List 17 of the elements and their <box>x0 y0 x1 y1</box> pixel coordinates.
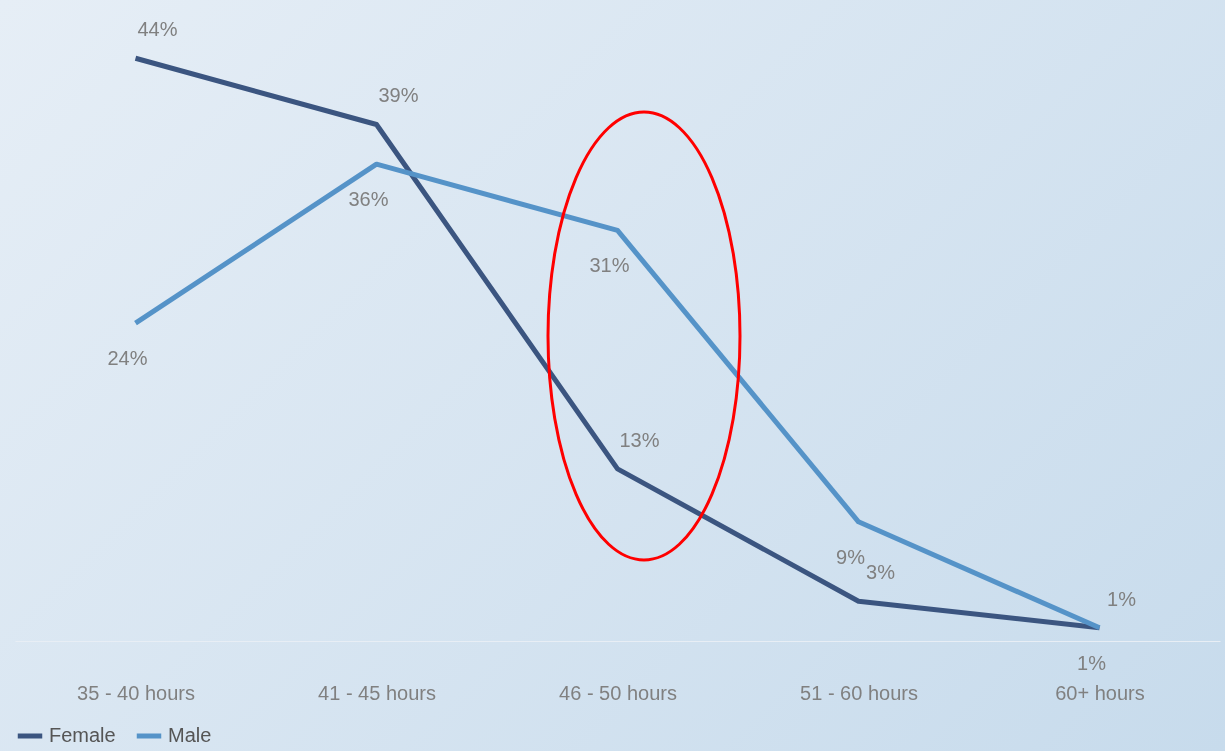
data-label: 44% <box>137 18 178 41</box>
data-label: 9% <box>836 545 866 568</box>
data-label: 3% <box>866 561 896 584</box>
data-label: 1% <box>1107 587 1137 610</box>
x-tick-label: 41 - 45 hours <box>318 681 436 704</box>
x-tick-label: 35 - 40 hours <box>77 681 195 704</box>
data-label: 36% <box>348 188 389 211</box>
data-label: 13% <box>619 428 660 451</box>
data-label: 24% <box>107 347 148 370</box>
data-label: 1% <box>1077 651 1107 674</box>
x-tick-label: 51 - 60 hours <box>800 681 918 704</box>
data-label: 39% <box>378 84 419 107</box>
x-tick-label: 60+ hours <box>1055 681 1145 704</box>
legend-label: Male <box>168 724 212 746</box>
x-tick-label: 46 - 50 hours <box>559 681 677 704</box>
data-label: 31% <box>589 254 630 277</box>
legend-label: Female <box>49 724 116 746</box>
